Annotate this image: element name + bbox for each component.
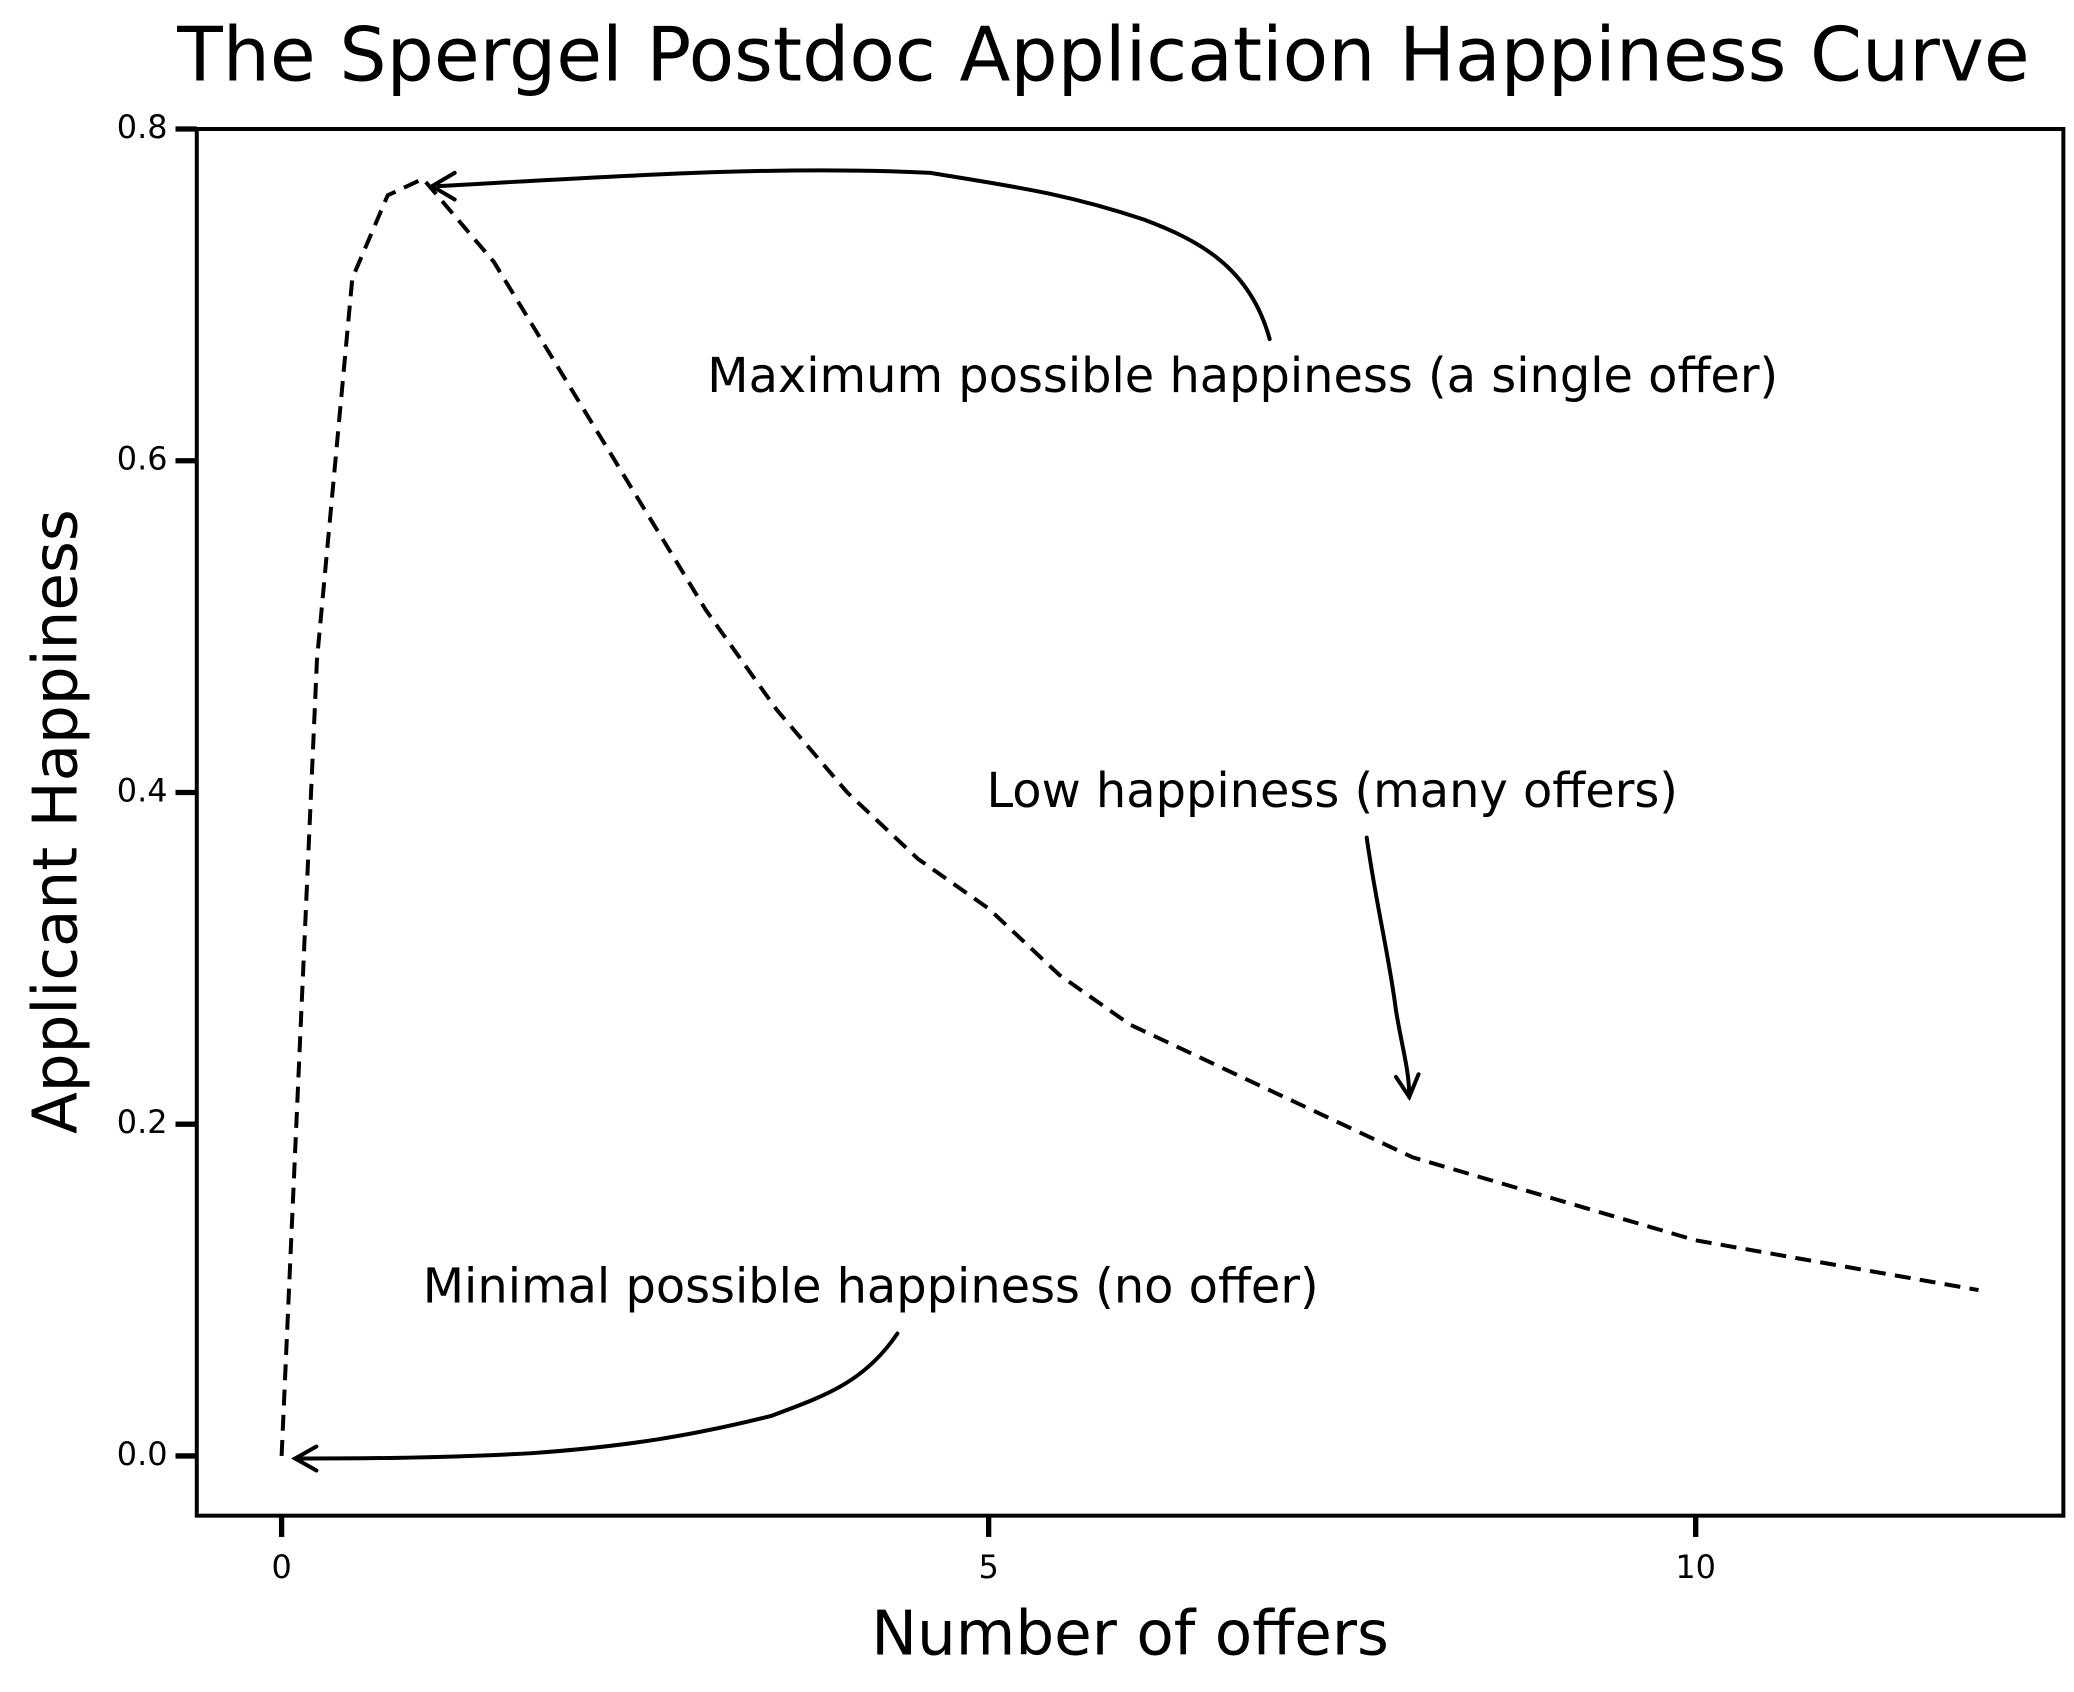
x-tick-label: 0 <box>271 1548 291 1586</box>
arrow <box>293 1331 900 1461</box>
annotation: Minimal possible happiness (no offer) <box>423 1260 1319 1315</box>
y-tick-label: 0.8 <box>117 108 168 146</box>
annotation: Low happiness (many offers) <box>986 764 1678 819</box>
arrow-head <box>1393 1072 1421 1102</box>
annotation: Maximum possible happiness (a single off… <box>707 349 1778 404</box>
chart-title: The Spergel Postdoc Application Happines… <box>176 11 2029 98</box>
x-tick-label: 5 <box>979 1548 999 1586</box>
y-tick-label: 0.4 <box>117 771 168 809</box>
arrow-head <box>428 170 457 202</box>
arrow-head <box>291 1444 319 1473</box>
x-axis-label: Number of offers <box>871 1599 1389 1670</box>
y-tick-label: 0.6 <box>117 440 168 478</box>
annotation-arrows <box>291 168 1421 1473</box>
plot-frame <box>194 127 2066 1518</box>
data-line <box>279 176 1979 1457</box>
arrow <box>1364 835 1412 1099</box>
arrow <box>436 168 1272 342</box>
y-tick-label: 0.0 <box>117 1435 168 1473</box>
x-tick-label: 10 <box>1675 1548 1716 1586</box>
y-tick-label: 0.2 <box>117 1103 168 1141</box>
y-axis-label: Applicant Happiness <box>20 509 91 1134</box>
